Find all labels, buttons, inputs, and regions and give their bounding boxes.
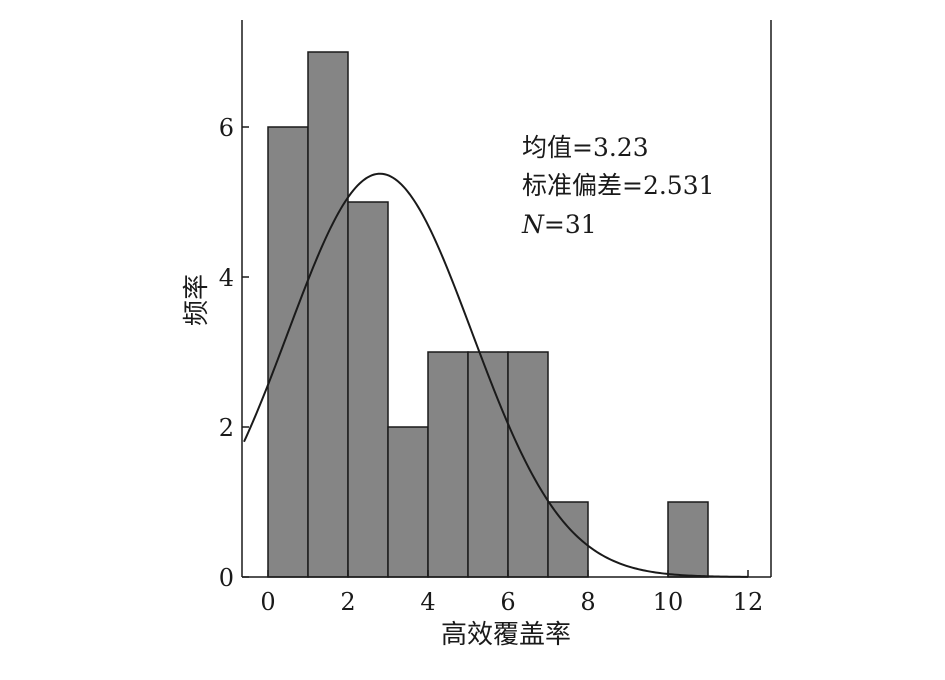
- y-tick-label: 2: [219, 414, 234, 442]
- stat-n: N=31: [521, 210, 597, 239]
- ticks-group: 0 2 4 6 8 10 12 0 2 4 6: [219, 114, 764, 616]
- stat-n-symbol: N: [521, 210, 545, 239]
- histogram-bar: [667, 501, 709, 578]
- y-axis-title: 频率: [182, 274, 212, 326]
- bars-group: [267, 51, 709, 578]
- x-tick-label: 8: [580, 588, 595, 616]
- histogram-bar: [267, 126, 309, 578]
- histogram-bar: [427, 351, 469, 578]
- x-tick-label: 0: [260, 588, 275, 616]
- x-axis-title: 高效覆盖率: [441, 620, 571, 650]
- normal-curve: [243, 172, 749, 578]
- y-tick-label: 4: [219, 264, 234, 292]
- x-tick-label: 6: [500, 588, 515, 616]
- stat-n-value: =31: [544, 210, 597, 239]
- y-tick-label: 0: [219, 564, 234, 592]
- axes-group: [241, 20, 772, 578]
- y-tick-label: 6: [219, 114, 234, 142]
- histogram-bar: [467, 351, 509, 578]
- histogram-bar: [307, 51, 349, 578]
- stat-mean: 均值=3.23: [522, 133, 649, 162]
- stat-sd: 标准偏差=2.531: [522, 171, 715, 200]
- histogram-bar: [387, 426, 429, 578]
- histogram-bar: [347, 201, 389, 578]
- x-tick-label: 2: [340, 588, 355, 616]
- x-tick-label: 4: [420, 588, 435, 616]
- x-tick-label: 12: [733, 588, 764, 616]
- x-tick-label: 10: [653, 588, 684, 616]
